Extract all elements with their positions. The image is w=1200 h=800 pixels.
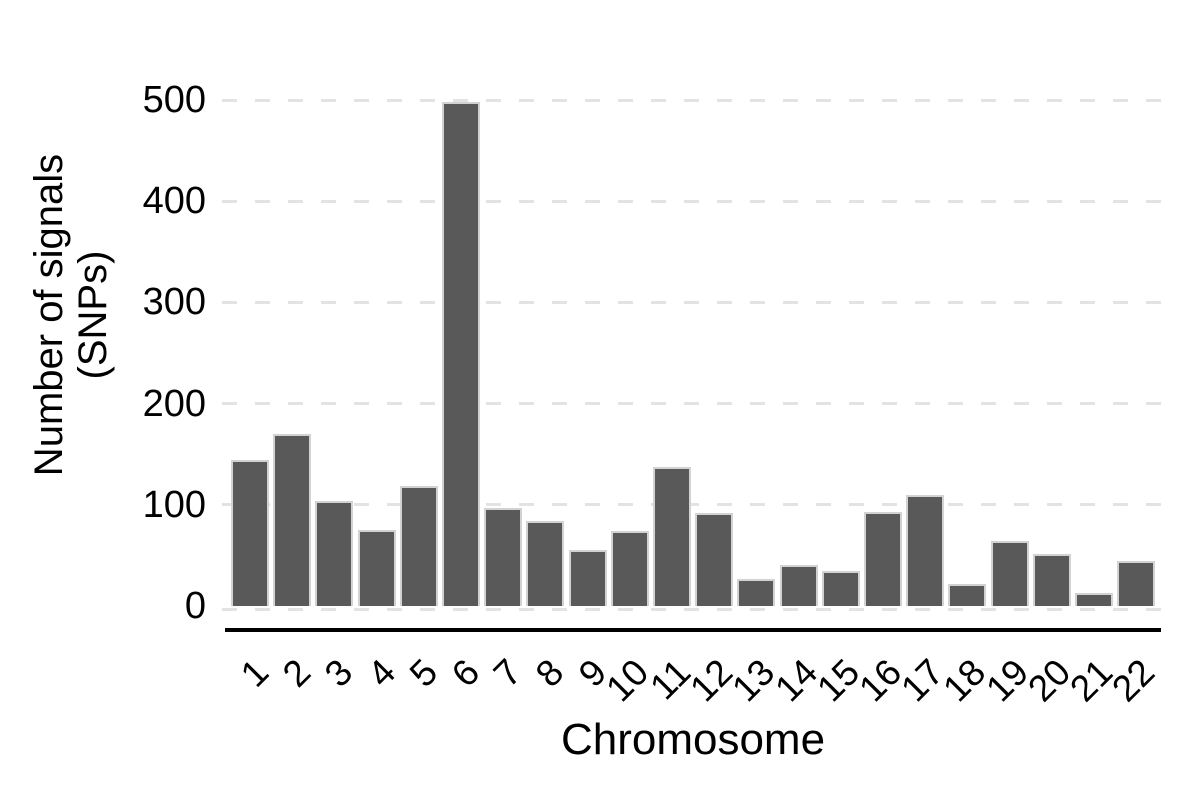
bar-chr21	[1075, 592, 1113, 606]
bar-chr3	[315, 500, 354, 606]
bar-chr9	[568, 550, 607, 606]
gridline-y-200	[222, 402, 1163, 406]
bar-chr14	[779, 564, 818, 606]
bar-chr19	[990, 541, 1029, 606]
bar-chr5	[399, 485, 438, 606]
bar-chr7	[484, 507, 523, 606]
bar-chr16	[864, 511, 902, 606]
bar-chr6	[442, 102, 480, 606]
bar-chr18	[948, 583, 987, 606]
y-tick-label-400: 400	[142, 180, 206, 223]
bar-chr11	[653, 467, 691, 606]
bar-chr13	[737, 578, 776, 606]
gridline-y-400	[222, 199, 1163, 203]
bar-chr17	[906, 494, 945, 606]
bar-chr2	[273, 433, 312, 606]
x-axis-title: Chromosome	[560, 715, 826, 764]
bar-chr15	[821, 570, 860, 606]
x-axis-line	[225, 628, 1161, 632]
gridline-y-300	[222, 300, 1163, 304]
gridline-y-100	[222, 503, 1163, 507]
y-tick-label-100: 100	[142, 483, 206, 526]
y-tick-label-500: 500	[142, 79, 206, 121]
y-tick-label-0: 0	[184, 585, 206, 627]
y-tick-label-300: 300	[142, 281, 206, 324]
bar-chr12	[695, 512, 734, 606]
gridline-y-500	[222, 98, 1163, 102]
plot-area	[222, 98, 1163, 611]
bar-chr20	[1032, 554, 1071, 606]
y-tick-label-200: 200	[142, 382, 206, 425]
gridline-y-0	[222, 608, 1163, 611]
bar-chr22	[1117, 561, 1156, 606]
bar-chr4	[357, 530, 396, 606]
bar-chr1	[231, 460, 269, 606]
bar-chr8	[526, 521, 565, 606]
bar-chr10	[610, 531, 649, 606]
